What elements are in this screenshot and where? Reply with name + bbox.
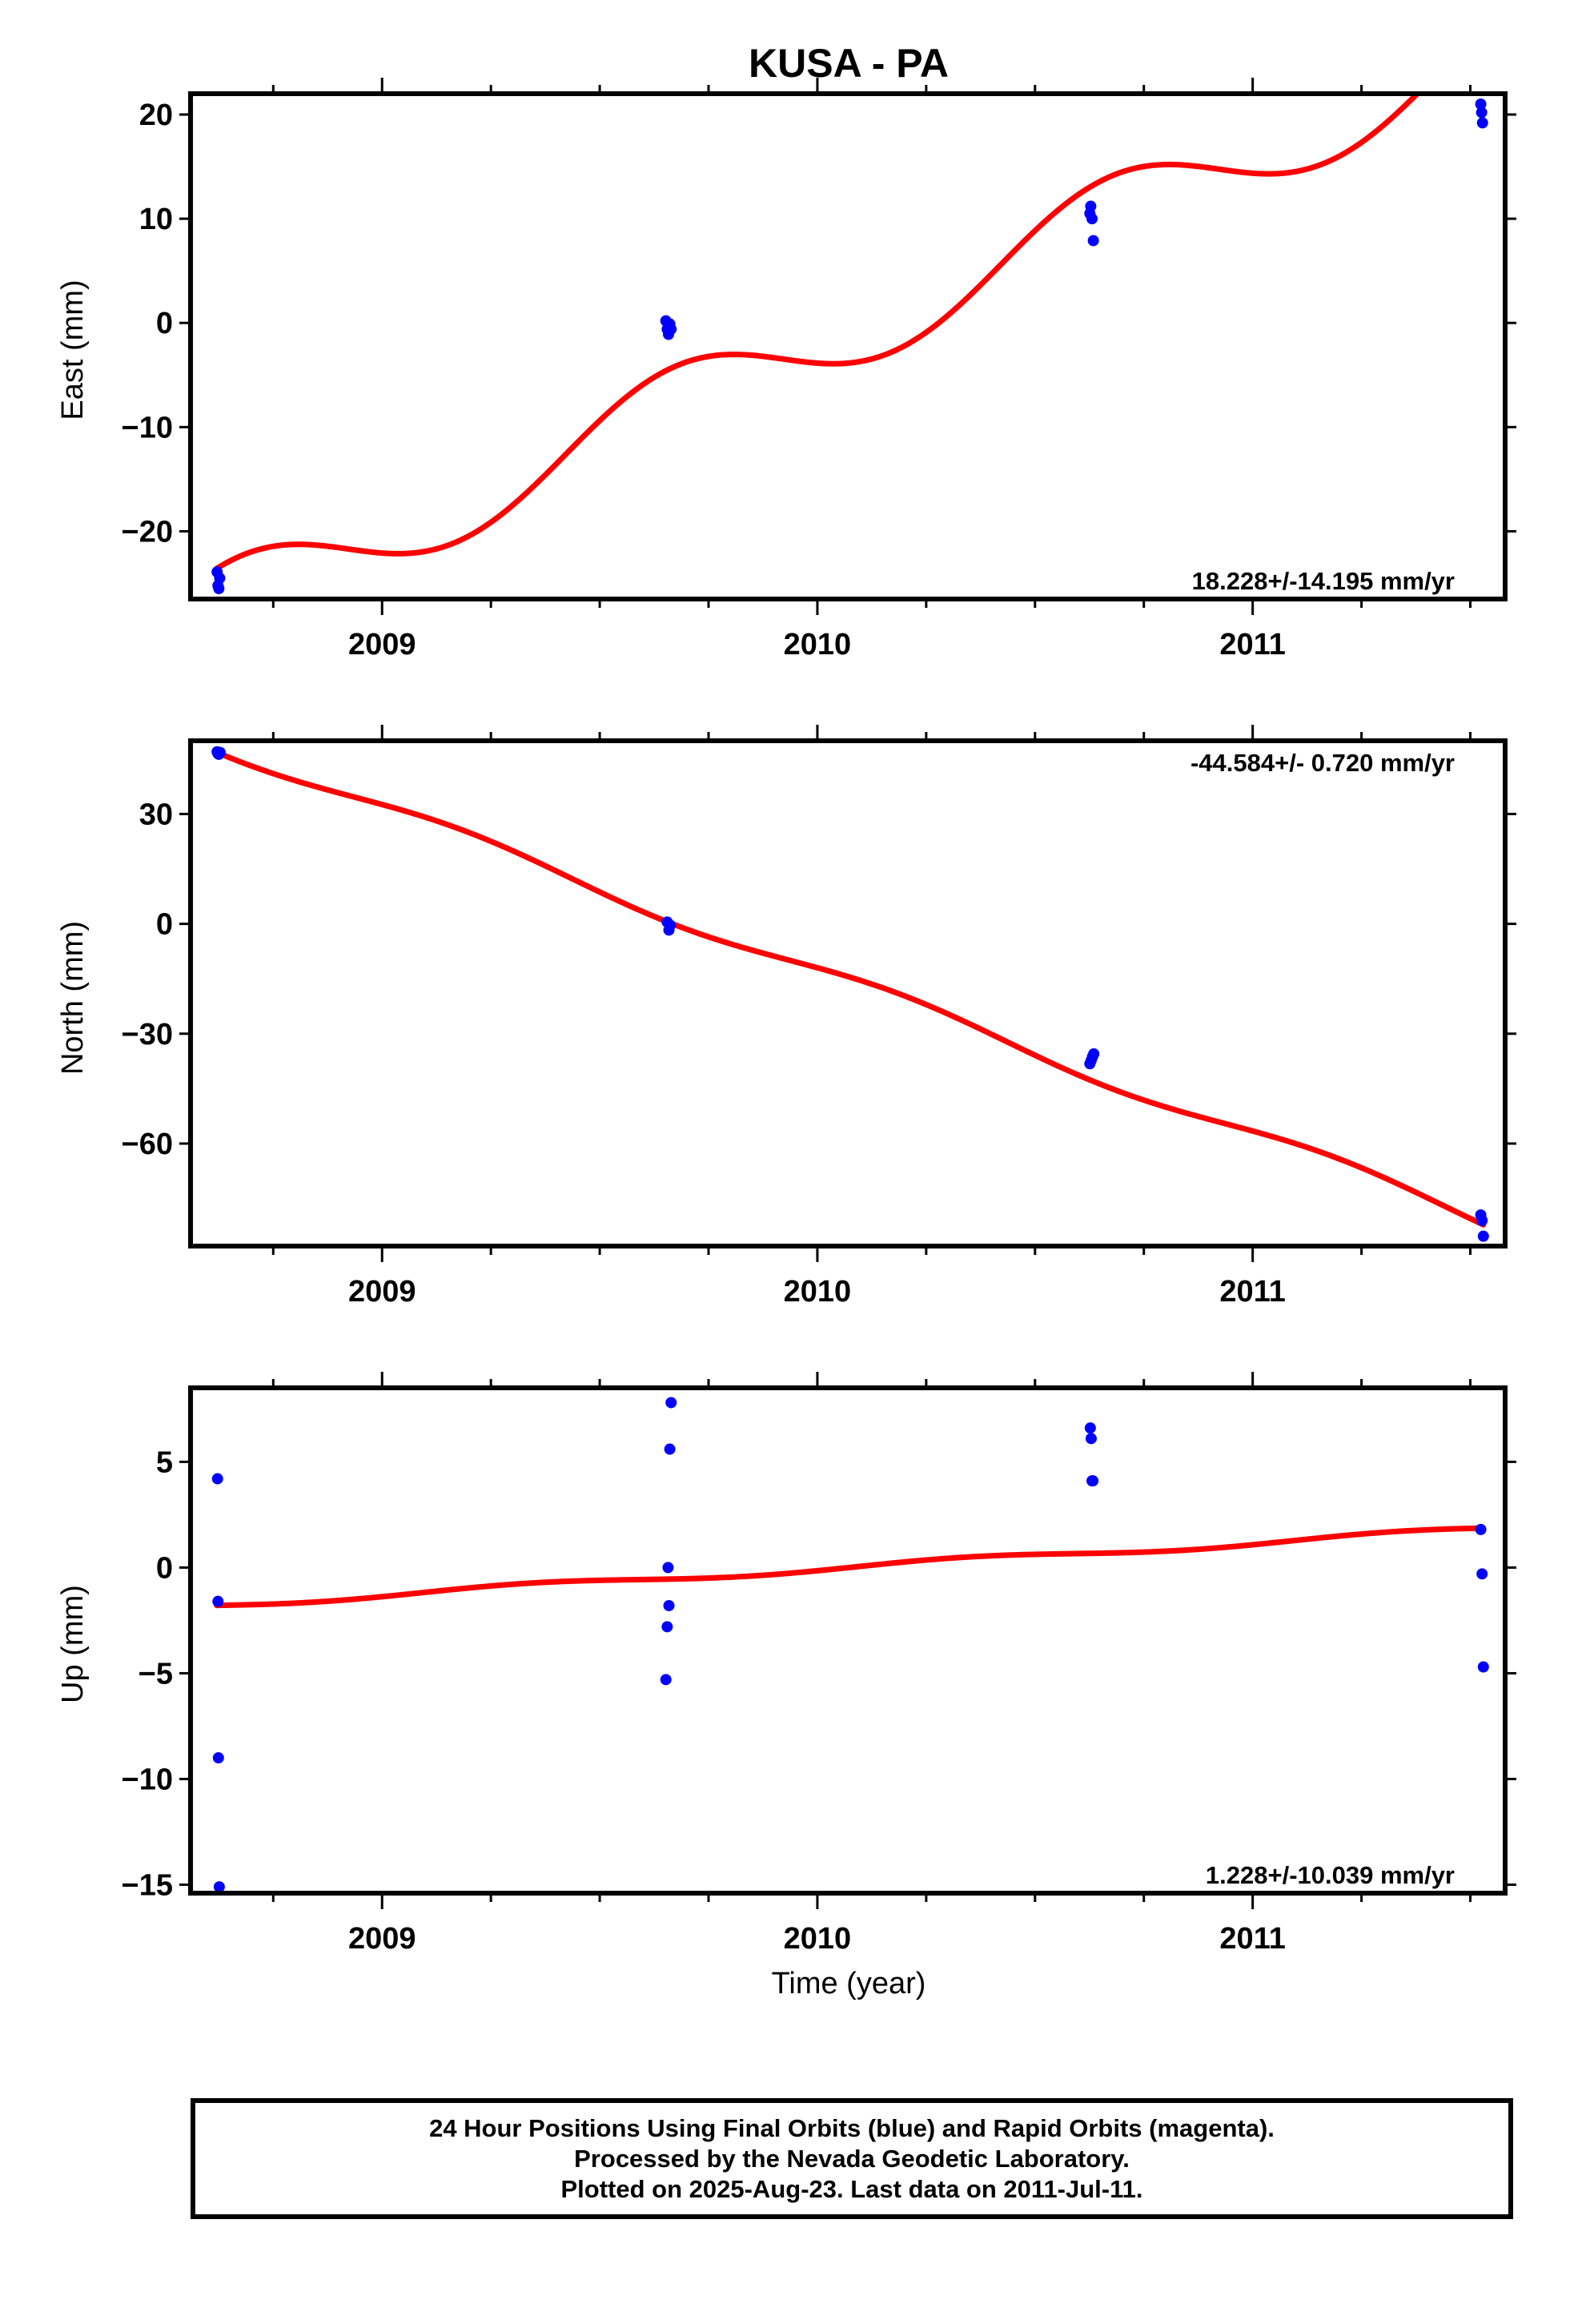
north-data-point	[1088, 1047, 1100, 1059]
north-x-tick-label: 2010	[784, 1275, 852, 1309]
north-x-tick-label: 2011	[1219, 1275, 1285, 1309]
east-y-tick-label: −20	[122, 515, 173, 549]
up-data-point	[1476, 1568, 1488, 1580]
east-y-tick-label: 20	[139, 99, 173, 132]
east-frame	[188, 91, 1508, 601]
up-data-point	[664, 1443, 676, 1455]
up-panel: Up (mm) 2009 2010 2011 −15 −10 −5 0 5 1.228+/-1…	[56, 1372, 1516, 1956]
up-y-tick-label: 0	[156, 1551, 173, 1585]
north-y-tick-label: 30	[139, 798, 173, 831]
up-data-point	[211, 1473, 223, 1485]
up-data-point	[1477, 1661, 1489, 1673]
up-data-point	[660, 1674, 672, 1686]
up-data-point	[662, 1562, 674, 1574]
east-y-axis-label: East (mm)	[56, 279, 90, 420]
east-panel: East (mm) 2009 2010 2011 −20 −10 0 10 20 18.228…	[56, 78, 1516, 661]
up-plot-area: 2009 2010 2011 −15 −10 −5 0 5	[122, 1372, 1516, 1956]
north-y-axis-label: North (mm)	[56, 921, 90, 1075]
north-plot-area: 2009 2010 2011 −60 −30 0 30	[122, 725, 1516, 1309]
up-data-point	[212, 1595, 224, 1607]
up-y-tick-label: −5	[139, 1657, 173, 1691]
north-data-point	[1477, 1230, 1489, 1242]
north-data-point	[1476, 1214, 1488, 1226]
up-fit-line	[214, 1525, 1487, 1609]
east-data-point	[1086, 213, 1098, 225]
figure-title: KUSA - PA	[749, 41, 949, 86]
up-data-point	[213, 1881, 225, 1893]
up-x-tick-label: 2010	[784, 1922, 852, 1956]
east-data-point	[213, 582, 225, 594]
up-x-tick-label: 2011	[1219, 1922, 1285, 1956]
north-y-tick-label: −30	[122, 1018, 173, 1051]
up-data-point	[1087, 1475, 1099, 1487]
north-frame	[188, 738, 1508, 1248]
east-data-point	[1087, 235, 1099, 247]
east-x-tick-label: 2009	[348, 628, 416, 661]
up-y-tick-label: −10	[122, 1763, 173, 1796]
north-fit-line	[214, 749, 1487, 1228]
footer-note: 24 Hour Positions Using Final Orbits (bl…	[191, 2098, 1513, 2219]
up-data-point	[663, 1599, 675, 1611]
east-data-point	[1475, 99, 1487, 111]
up-y-axis-label: Up (mm)	[56, 1585, 90, 1703]
east-fit-line	[214, 94, 1422, 572]
east-plot-area: 2009 2010 2011 −20 −10 0 10 20	[122, 78, 1516, 661]
footer-line-1: 24 Hour Positions Using Final Orbits (bl…	[429, 2113, 1275, 2142]
east-x-tick-label: 2011	[1219, 628, 1285, 661]
up-data-point	[1084, 1422, 1096, 1434]
east-y-tick-label: 0	[156, 307, 173, 340]
east-data-point	[665, 324, 677, 336]
up-rate-label: 1.228+/-10.039 mm/yr	[1206, 1861, 1455, 1889]
up-data-point	[661, 1621, 673, 1633]
east-x-tick-label: 2010	[784, 628, 852, 661]
up-data-point	[665, 1397, 677, 1409]
north-y-tick-label: 0	[156, 908, 173, 942]
north-panel: North (mm) 2009 2010 2011 −60 −30 0 30 -44.584…	[56, 725, 1516, 1309]
east-y-tick-label: −10	[122, 411, 173, 444]
east-y-tick-label: 10	[139, 203, 173, 236]
up-frame	[188, 1385, 1508, 1896]
north-data-point	[214, 746, 226, 758]
east-data-point	[214, 572, 226, 584]
east-data-point	[1085, 200, 1097, 212]
up-data-point	[212, 1752, 224, 1764]
footer-line-2: Processed by the Nevada Geodetic Laborat…	[574, 2144, 1130, 2173]
north-x-tick-label: 2009	[348, 1275, 416, 1309]
north-data-point	[665, 919, 677, 931]
up-y-tick-label: −15	[122, 1868, 173, 1902]
east-data-point	[1476, 107, 1488, 119]
east-data-point	[1476, 117, 1488, 129]
up-x-tick-label: 2009	[348, 1922, 416, 1956]
x-axis-label: Time (year)	[772, 1967, 926, 2000]
north-y-tick-label: −60	[122, 1128, 173, 1161]
up-data-point	[1085, 1433, 1097, 1445]
up-y-tick-label: 5	[156, 1445, 173, 1479]
footer-line-3: Plotted on 2025-Aug-23. Last data on 201…	[560, 2174, 1143, 2203]
up-data-point	[1475, 1523, 1487, 1535]
north-rate-label: -44.584+/- 0.720 mm/yr	[1191, 749, 1455, 777]
east-rate-label: 18.228+/-14.195 mm/yr	[1192, 567, 1455, 595]
